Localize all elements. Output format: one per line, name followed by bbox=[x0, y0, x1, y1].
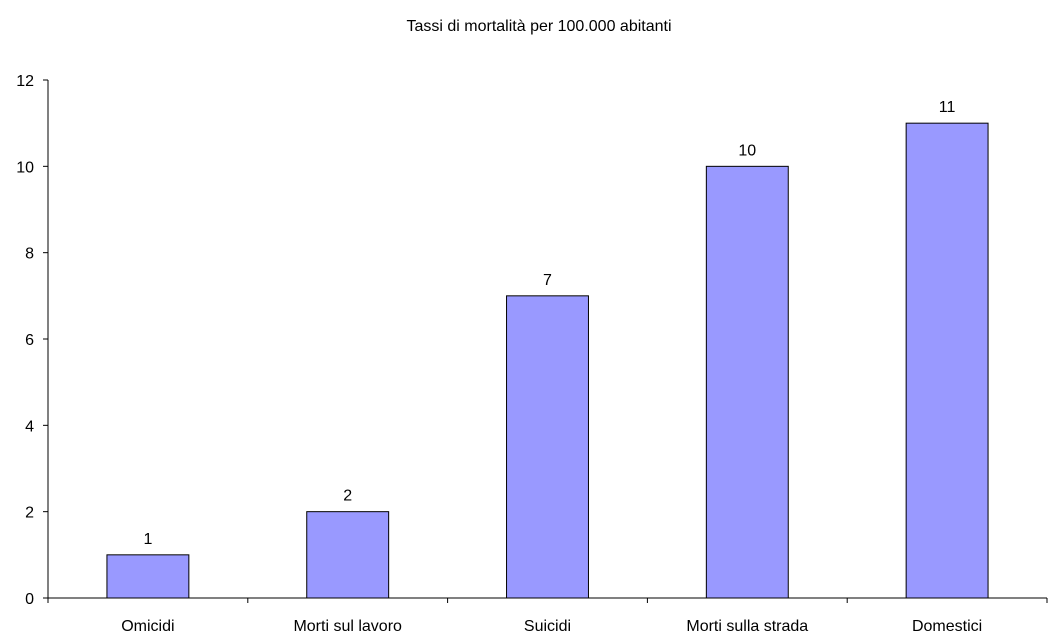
bar-omicidi bbox=[106, 554, 190, 599]
y-tick-label: 8 bbox=[25, 246, 34, 263]
data-label: 11 bbox=[939, 99, 956, 116]
y-tick-label: 12 bbox=[16, 73, 34, 90]
bar-morti-sul-lavoro bbox=[306, 511, 390, 599]
bars bbox=[106, 122, 989, 599]
data-label: 7 bbox=[543, 272, 552, 289]
x-category-label: Suicidi bbox=[524, 618, 571, 635]
chart-title: Tassi di mortalità per 100.000 abitanti bbox=[406, 18, 671, 35]
bar-morti-sulla-strada bbox=[705, 165, 789, 599]
bar-suicidi bbox=[506, 295, 589, 599]
y-tick-label: 10 bbox=[16, 159, 34, 176]
x-axis: Omicidi Morti sul lavoro Suicidi Morti sull… bbox=[47, 597, 1048, 635]
bar-domestici bbox=[905, 122, 989, 599]
y-tick-label: 2 bbox=[25, 505, 34, 522]
data-label: 10 bbox=[738, 142, 756, 159]
x-category-label: Morti sul lavoro bbox=[293, 618, 402, 635]
x-category-label: Morti sulla strada bbox=[686, 618, 808, 635]
y-axis: 0 2 4 6 8 10 12 bbox=[16, 73, 49, 608]
y-tick-label: 6 bbox=[25, 332, 34, 349]
x-category-label: Omicidi bbox=[121, 618, 174, 635]
data-label: 2 bbox=[343, 488, 352, 505]
y-tick-label: 0 bbox=[25, 591, 34, 608]
data-label: 1 bbox=[143, 531, 152, 548]
x-category-label: Domestici bbox=[912, 618, 982, 635]
y-tick-label: 4 bbox=[25, 418, 34, 435]
data-labels: 1 2 7 10 11 bbox=[143, 99, 955, 548]
